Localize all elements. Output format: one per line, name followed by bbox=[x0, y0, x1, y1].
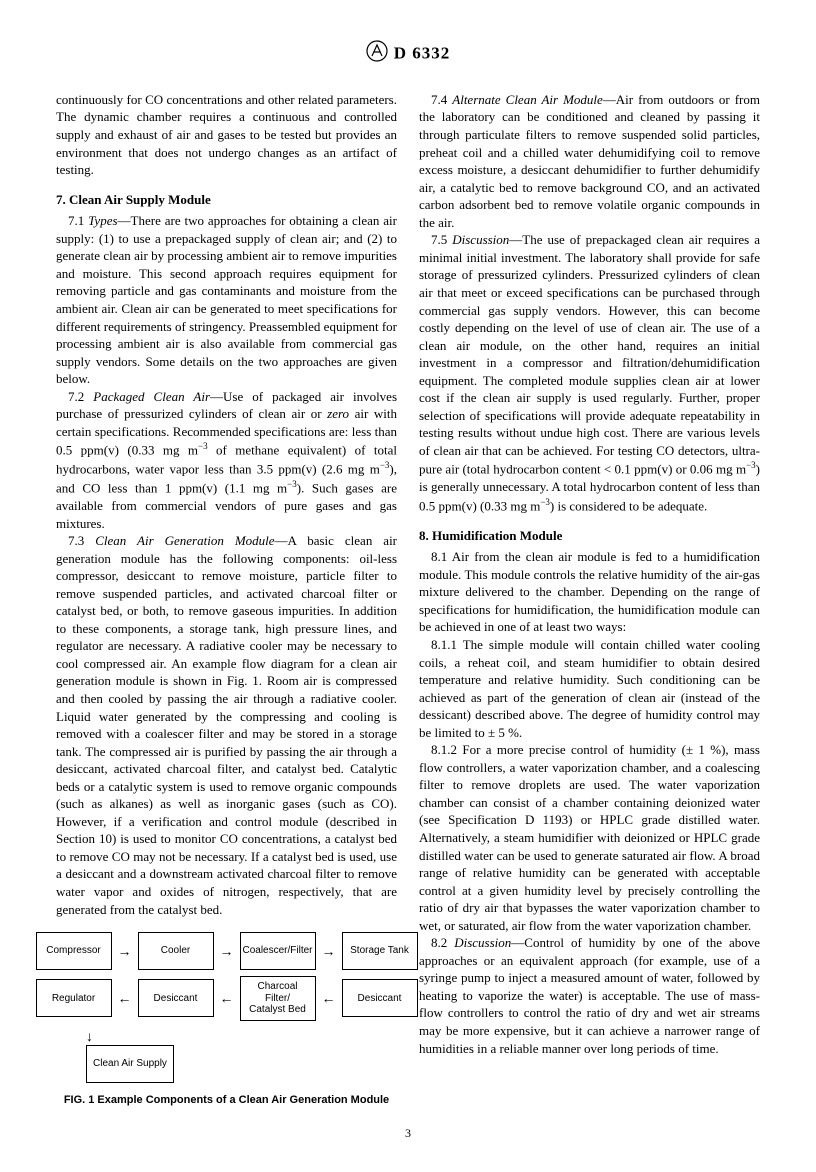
section-7-1-label: Types bbox=[88, 213, 117, 228]
designation-number: D 6332 bbox=[394, 43, 451, 62]
astm-logo-icon bbox=[366, 40, 388, 69]
section-8-1-2: 8.1.2 For a more precise control of humi… bbox=[419, 741, 760, 934]
section-7-2: 7.2 Packaged Clean Air—Use of packaged a… bbox=[56, 388, 397, 532]
fig-box-desiccant-1: Desiccant bbox=[138, 979, 214, 1017]
figure-row-1: Compressor → Cooler → Coalescer/Filter →… bbox=[56, 932, 397, 970]
fig-box-charcoal: Charcoal Filter/ Catalyst Bed bbox=[240, 976, 316, 1021]
arrow-left-icon: ← bbox=[112, 991, 138, 1005]
figure-1: Compressor → Cooler → Coalescer/Filter →… bbox=[56, 932, 397, 1107]
section-7-2-label: Packaged Clean Air bbox=[93, 389, 210, 404]
section-7-4-label: Alternate Clean Air Module bbox=[452, 92, 603, 107]
fig-box-clean-air: Clean Air Supply bbox=[86, 1045, 174, 1083]
section-7-4: 7.4 Alternate Clean Air Module—Air from … bbox=[419, 91, 760, 231]
section-8-2-label: Discussion bbox=[454, 935, 511, 950]
section-8-2-text: —Control of humidity by one of the above… bbox=[419, 935, 760, 1055]
arrow-right-icon: → bbox=[316, 944, 342, 958]
fig-box-regulator: Regulator bbox=[36, 979, 112, 1017]
page-number: 3 bbox=[56, 1125, 760, 1141]
section-7-1: 7.1 Types—There are two approaches for o… bbox=[56, 212, 397, 387]
fig-box-compressor: Compressor bbox=[36, 932, 112, 970]
section-8-1-1: 8.1.1 The simple module will contain chi… bbox=[419, 636, 760, 741]
arrow-down-icon: ↓ bbox=[86, 1027, 397, 1045]
fig-box-desiccant-2: Desiccant bbox=[342, 979, 418, 1017]
section-8-1: 8.1 Air from the clean air module is fed… bbox=[419, 548, 760, 636]
section-7-heading: 7. Clean Air Supply Module bbox=[56, 191, 397, 209]
fig-box-coalescer: Coalescer/Filter bbox=[240, 932, 316, 970]
section-7-5: 7.5 Discussion—The use of prepackaged cl… bbox=[419, 231, 760, 514]
section-7-5-label: Discussion bbox=[452, 232, 509, 247]
section-7-1-text: —There are two approaches for obtaining … bbox=[56, 213, 397, 386]
section-7-3-label: Clean Air Generation Module bbox=[95, 533, 274, 548]
section-7-3: 7.3 Clean Air Generation Module—A basic … bbox=[56, 532, 397, 918]
page-header: D 6332 bbox=[56, 40, 760, 69]
fig-box-storage: Storage Tank bbox=[342, 932, 418, 970]
section-7-3-text: —A basic clean air generation module has… bbox=[56, 533, 397, 916]
arrow-right-icon: → bbox=[214, 944, 240, 958]
section-8-2: 8.2 Discussion—Control of humidity by on… bbox=[419, 934, 760, 1057]
two-column-body: continuously for CO concentrations and o… bbox=[56, 91, 760, 1107]
arrow-right-icon: → bbox=[112, 944, 138, 958]
lead-paragraph: continuously for CO concentrations and o… bbox=[56, 91, 397, 179]
arrow-left-icon: ← bbox=[316, 991, 342, 1005]
section-8-heading: 8. Humidification Module bbox=[419, 527, 760, 545]
fig-box-cooler: Cooler bbox=[138, 932, 214, 970]
figure-row-2: Regulator ← Desiccant ← Charcoal Filter/… bbox=[56, 976, 397, 1021]
figure-1-caption: FIG. 1 Example Components of a Clean Air… bbox=[56, 1093, 397, 1108]
arrow-left-icon: ← bbox=[214, 991, 240, 1005]
section-7-4-text: —Air from outdoors or from the laborator… bbox=[419, 92, 760, 230]
